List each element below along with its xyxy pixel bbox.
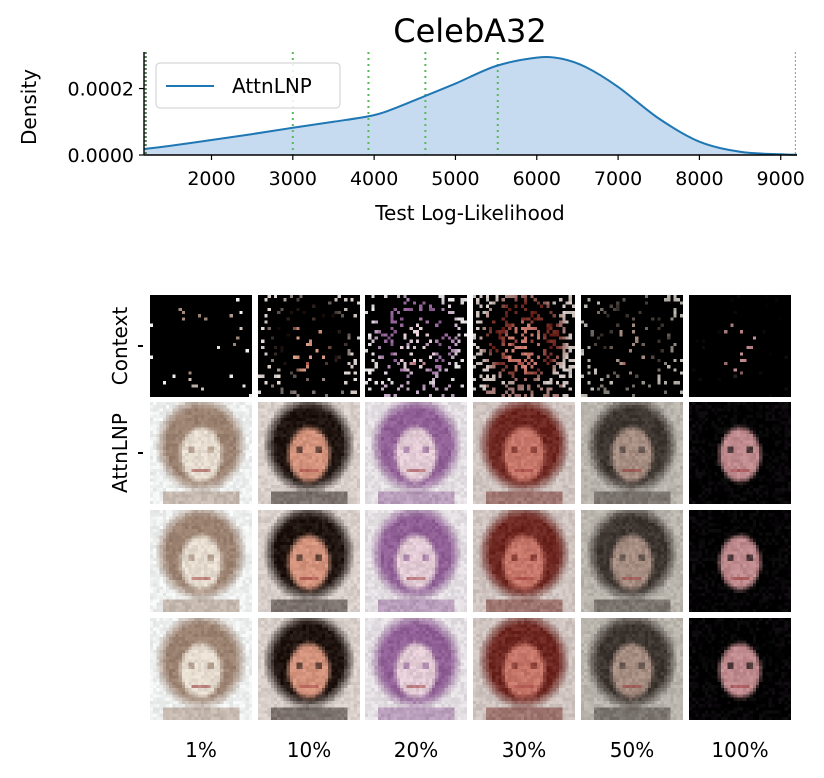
prediction-image (581, 618, 683, 720)
column-label: 30% (501, 738, 547, 762)
x-axis-label: Test Log-Likelihood (374, 201, 565, 225)
row-label-context: Context (108, 306, 132, 386)
column-label: 100% (711, 738, 769, 762)
row-tick-context (138, 345, 143, 347)
x-tick-label: 3000 (269, 168, 317, 190)
y-tick-label: 0.0000 (68, 145, 134, 167)
column-label: 1% (185, 738, 217, 762)
x-tick-label: 7000 (594, 168, 642, 190)
image-pixels (150, 402, 252, 504)
y-tick-label: 0.0002 (68, 79, 134, 101)
context-image (150, 295, 252, 397)
prediction-image (473, 510, 575, 612)
row-label-model: AttnLNP (108, 413, 132, 493)
prediction-image (689, 402, 791, 504)
density-area-fill (144, 56, 797, 156)
image-pixels (258, 402, 360, 504)
prediction-image (365, 510, 467, 612)
image-pixels (581, 618, 683, 720)
prediction-image (258, 510, 360, 612)
image-pixels (473, 510, 575, 612)
density-chart: CelebA32 Density Test Log-Likelihood 200… (17, 12, 805, 225)
context-image (689, 295, 791, 397)
x-tick-label: 8000 (675, 168, 723, 190)
prediction-image (150, 618, 252, 720)
image-pixels (473, 402, 575, 504)
prediction-image (258, 402, 360, 504)
column-label: 20% (393, 738, 439, 762)
prediction-image (581, 402, 683, 504)
image-pixels (258, 295, 360, 397)
image-pixels (365, 618, 467, 720)
image-pixels (689, 510, 791, 612)
context-image (581, 295, 683, 397)
y-axis-label: Density (17, 69, 41, 145)
prediction-image (365, 402, 467, 504)
image-pixels (365, 295, 467, 397)
image-pixels (150, 295, 252, 397)
reference-lines (144, 52, 796, 155)
density-curve (143, 55, 798, 156)
image-pixels (150, 510, 252, 612)
prediction-image (150, 510, 252, 612)
image-pixels (689, 618, 791, 720)
context-image (258, 295, 360, 397)
x-tick-label: 6000 (513, 168, 561, 190)
y-ticks: 0.0000 0.0002 (68, 79, 144, 167)
prediction-image (258, 618, 360, 720)
x-ticks: 2000 3000 4000 5000 6000 7000 8000 9000 (187, 155, 805, 190)
image-pixels (581, 402, 683, 504)
column-label: 50% (609, 738, 655, 762)
legend: AttnLNP (155, 62, 341, 109)
prediction-image (581, 510, 683, 612)
prediction-image (150, 402, 252, 504)
prediction-image (689, 618, 791, 720)
image-pixels (581, 510, 683, 612)
image-pixels (365, 510, 467, 612)
image-pixels (150, 618, 252, 720)
image-pixels (689, 295, 791, 397)
legend-label: AttnLNP (232, 74, 312, 98)
prediction-image (473, 402, 575, 504)
image-pixels (581, 295, 683, 397)
x-tick-label: 2000 (187, 168, 235, 190)
chart-title: CelebA32 (393, 12, 547, 50)
column-label: 10% (286, 738, 332, 762)
image-pixels (473, 295, 575, 397)
context-image (473, 295, 575, 397)
x-tick-label: 4000 (350, 168, 398, 190)
image-pixels (258, 510, 360, 612)
prediction-image (473, 618, 575, 720)
prediction-image (365, 618, 467, 720)
x-tick-label: 5000 (431, 168, 479, 190)
image-pixels (258, 618, 360, 720)
context-image (365, 295, 467, 397)
x-tick-label: 9000 (757, 168, 805, 190)
prediction-image (689, 510, 791, 612)
image-pixels (365, 402, 467, 504)
image-pixels (473, 618, 575, 720)
image-pixels (689, 402, 791, 504)
legend-box (155, 62, 341, 109)
row-tick-model (138, 452, 143, 454)
